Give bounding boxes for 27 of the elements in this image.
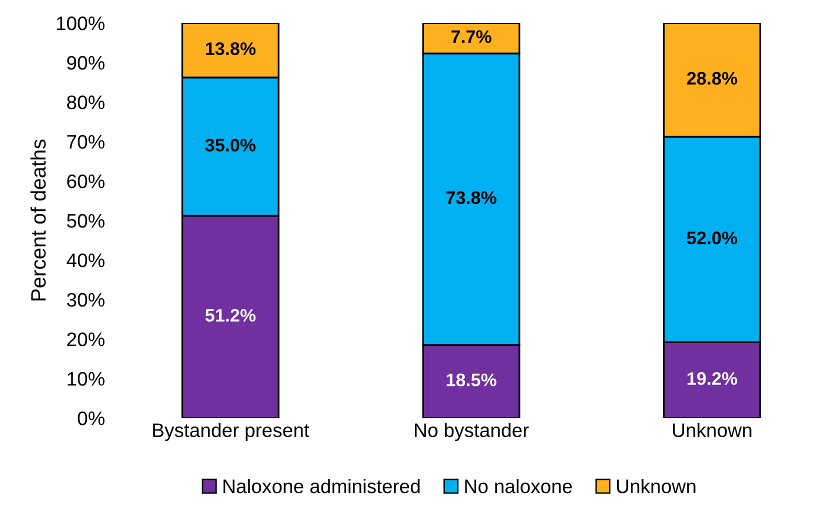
y-axis-title: Percent of deaths [30,140,46,300]
x-tick-label: No bystander [415,422,529,441]
y-tick-label: 40% [66,253,104,268]
x-tick-label: Bystander present [153,422,310,441]
text: 28.8% [687,72,738,85]
legend-label: No naloxone [465,478,572,494]
y-tick-label: 10% [68,372,104,386]
legend-label: Unknown [617,478,696,494]
text: 18.5% [446,374,496,386]
y-tick-label: 0% [78,411,104,426]
y-tick-label: 80% [67,95,104,110]
text: 51.2% [205,308,256,322]
text: 7.7% [451,30,492,44]
text: 19.2% [688,372,738,385]
text: 35.0% [205,138,256,152]
text: 13.8% [206,42,256,56]
y-tick-label: 70% [67,134,104,149]
y-tick-label: 30% [67,292,104,307]
text: 52.0% [687,232,738,244]
y-tick-label: 50% [67,214,104,228]
y-tick-label: 90% [67,56,104,70]
y-tick-label: 20% [67,332,104,346]
legend-label: Naloxone administered [224,478,420,494]
y-tick-label: 60% [67,174,104,188]
text: 73.8% [446,191,496,204]
x-tick-label: Unknown [673,422,752,438]
y-tick-label: 100% [56,16,104,30]
